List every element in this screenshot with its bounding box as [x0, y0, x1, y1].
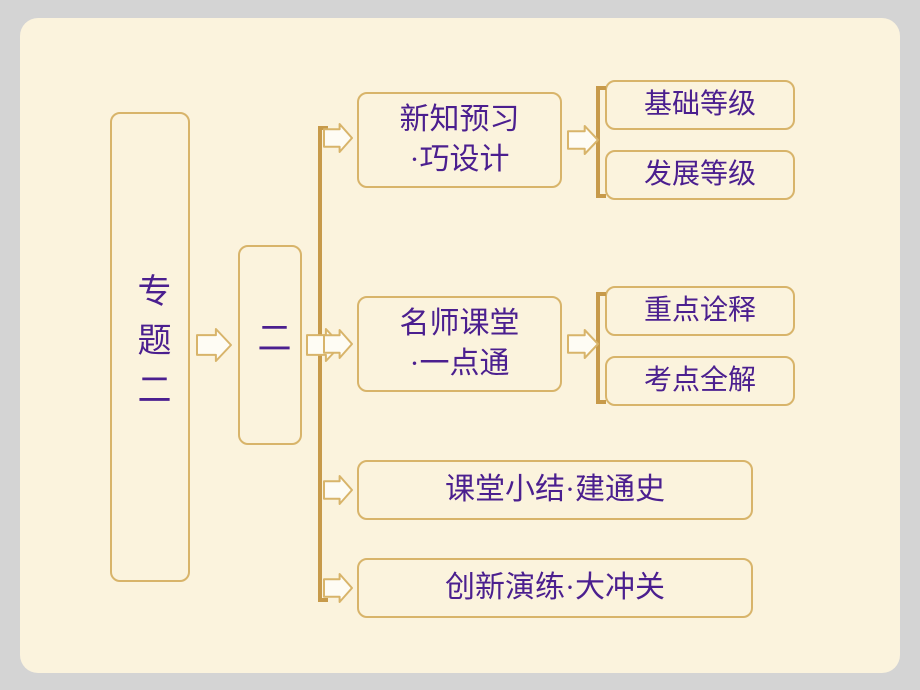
arrow-0 — [195, 327, 233, 363]
node-leaf4: 考点全解 — [605, 356, 795, 406]
node-wide4-label: 创新演练·大冲关 — [445, 568, 665, 609]
node-mid1-label: 新知预习 ·巧设计 — [400, 100, 520, 181]
node-wide3: 课堂小结·建通史 — [357, 460, 753, 520]
node-level2-label: 二 — [247, 320, 293, 369]
node-leaf3: 重点诠释 — [605, 286, 795, 336]
arrow-6 — [566, 124, 600, 156]
arrow-3 — [322, 328, 354, 360]
node-leaf2: 发展等级 — [605, 150, 795, 200]
node-leaf1: 基础等级 — [605, 80, 795, 130]
node-leaf3-label: 重点诠释 — [644, 292, 756, 330]
node-mid2: 名师课堂 ·一点通 — [357, 296, 562, 392]
arrow-2 — [322, 122, 354, 154]
node-mid2-label: 名师课堂 ·一点通 — [400, 304, 520, 385]
arrow-4 — [322, 474, 354, 506]
arrow-7 — [566, 328, 600, 360]
node-leaf2-label: 发展等级 — [644, 156, 756, 194]
node-root: 专题二 — [110, 112, 190, 582]
node-mid1: 新知预习 ·巧设计 — [357, 92, 562, 188]
node-root-label: 专题二 — [127, 273, 173, 421]
node-leaf4-label: 考点全解 — [644, 362, 756, 400]
node-leaf1-label: 基础等级 — [644, 86, 756, 124]
bracket-0 — [318, 126, 328, 602]
arrow-5 — [322, 572, 354, 604]
node-wide4: 创新演练·大冲关 — [357, 558, 753, 618]
node-wide3-label: 课堂小结·建通史 — [445, 470, 665, 511]
node-level2: 二 — [238, 245, 302, 445]
